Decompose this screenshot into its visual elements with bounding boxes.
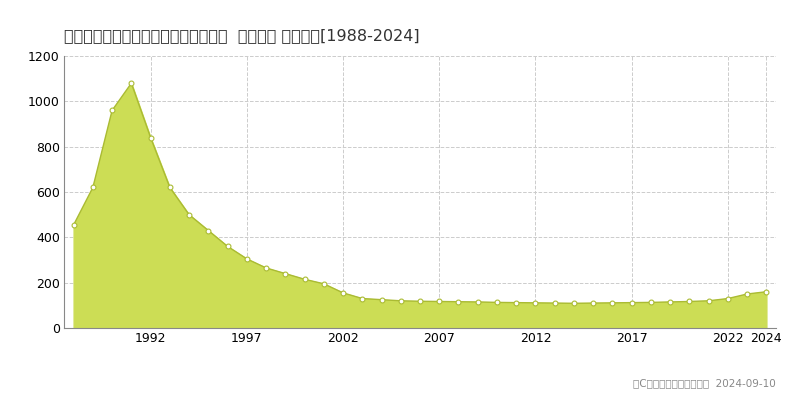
Text: （C）土地価格ドットコム  2024-09-10: （C）土地価格ドットコム 2024-09-10 (634, 378, 776, 388)
Text: 兵庫県宝塚市逆瀬川１丁目４０番２外  地価公示 地価推移[1988-2024]: 兵庫県宝塚市逆瀬川１丁目４０番２外 地価公示 地価推移[1988-2024] (64, 28, 420, 43)
